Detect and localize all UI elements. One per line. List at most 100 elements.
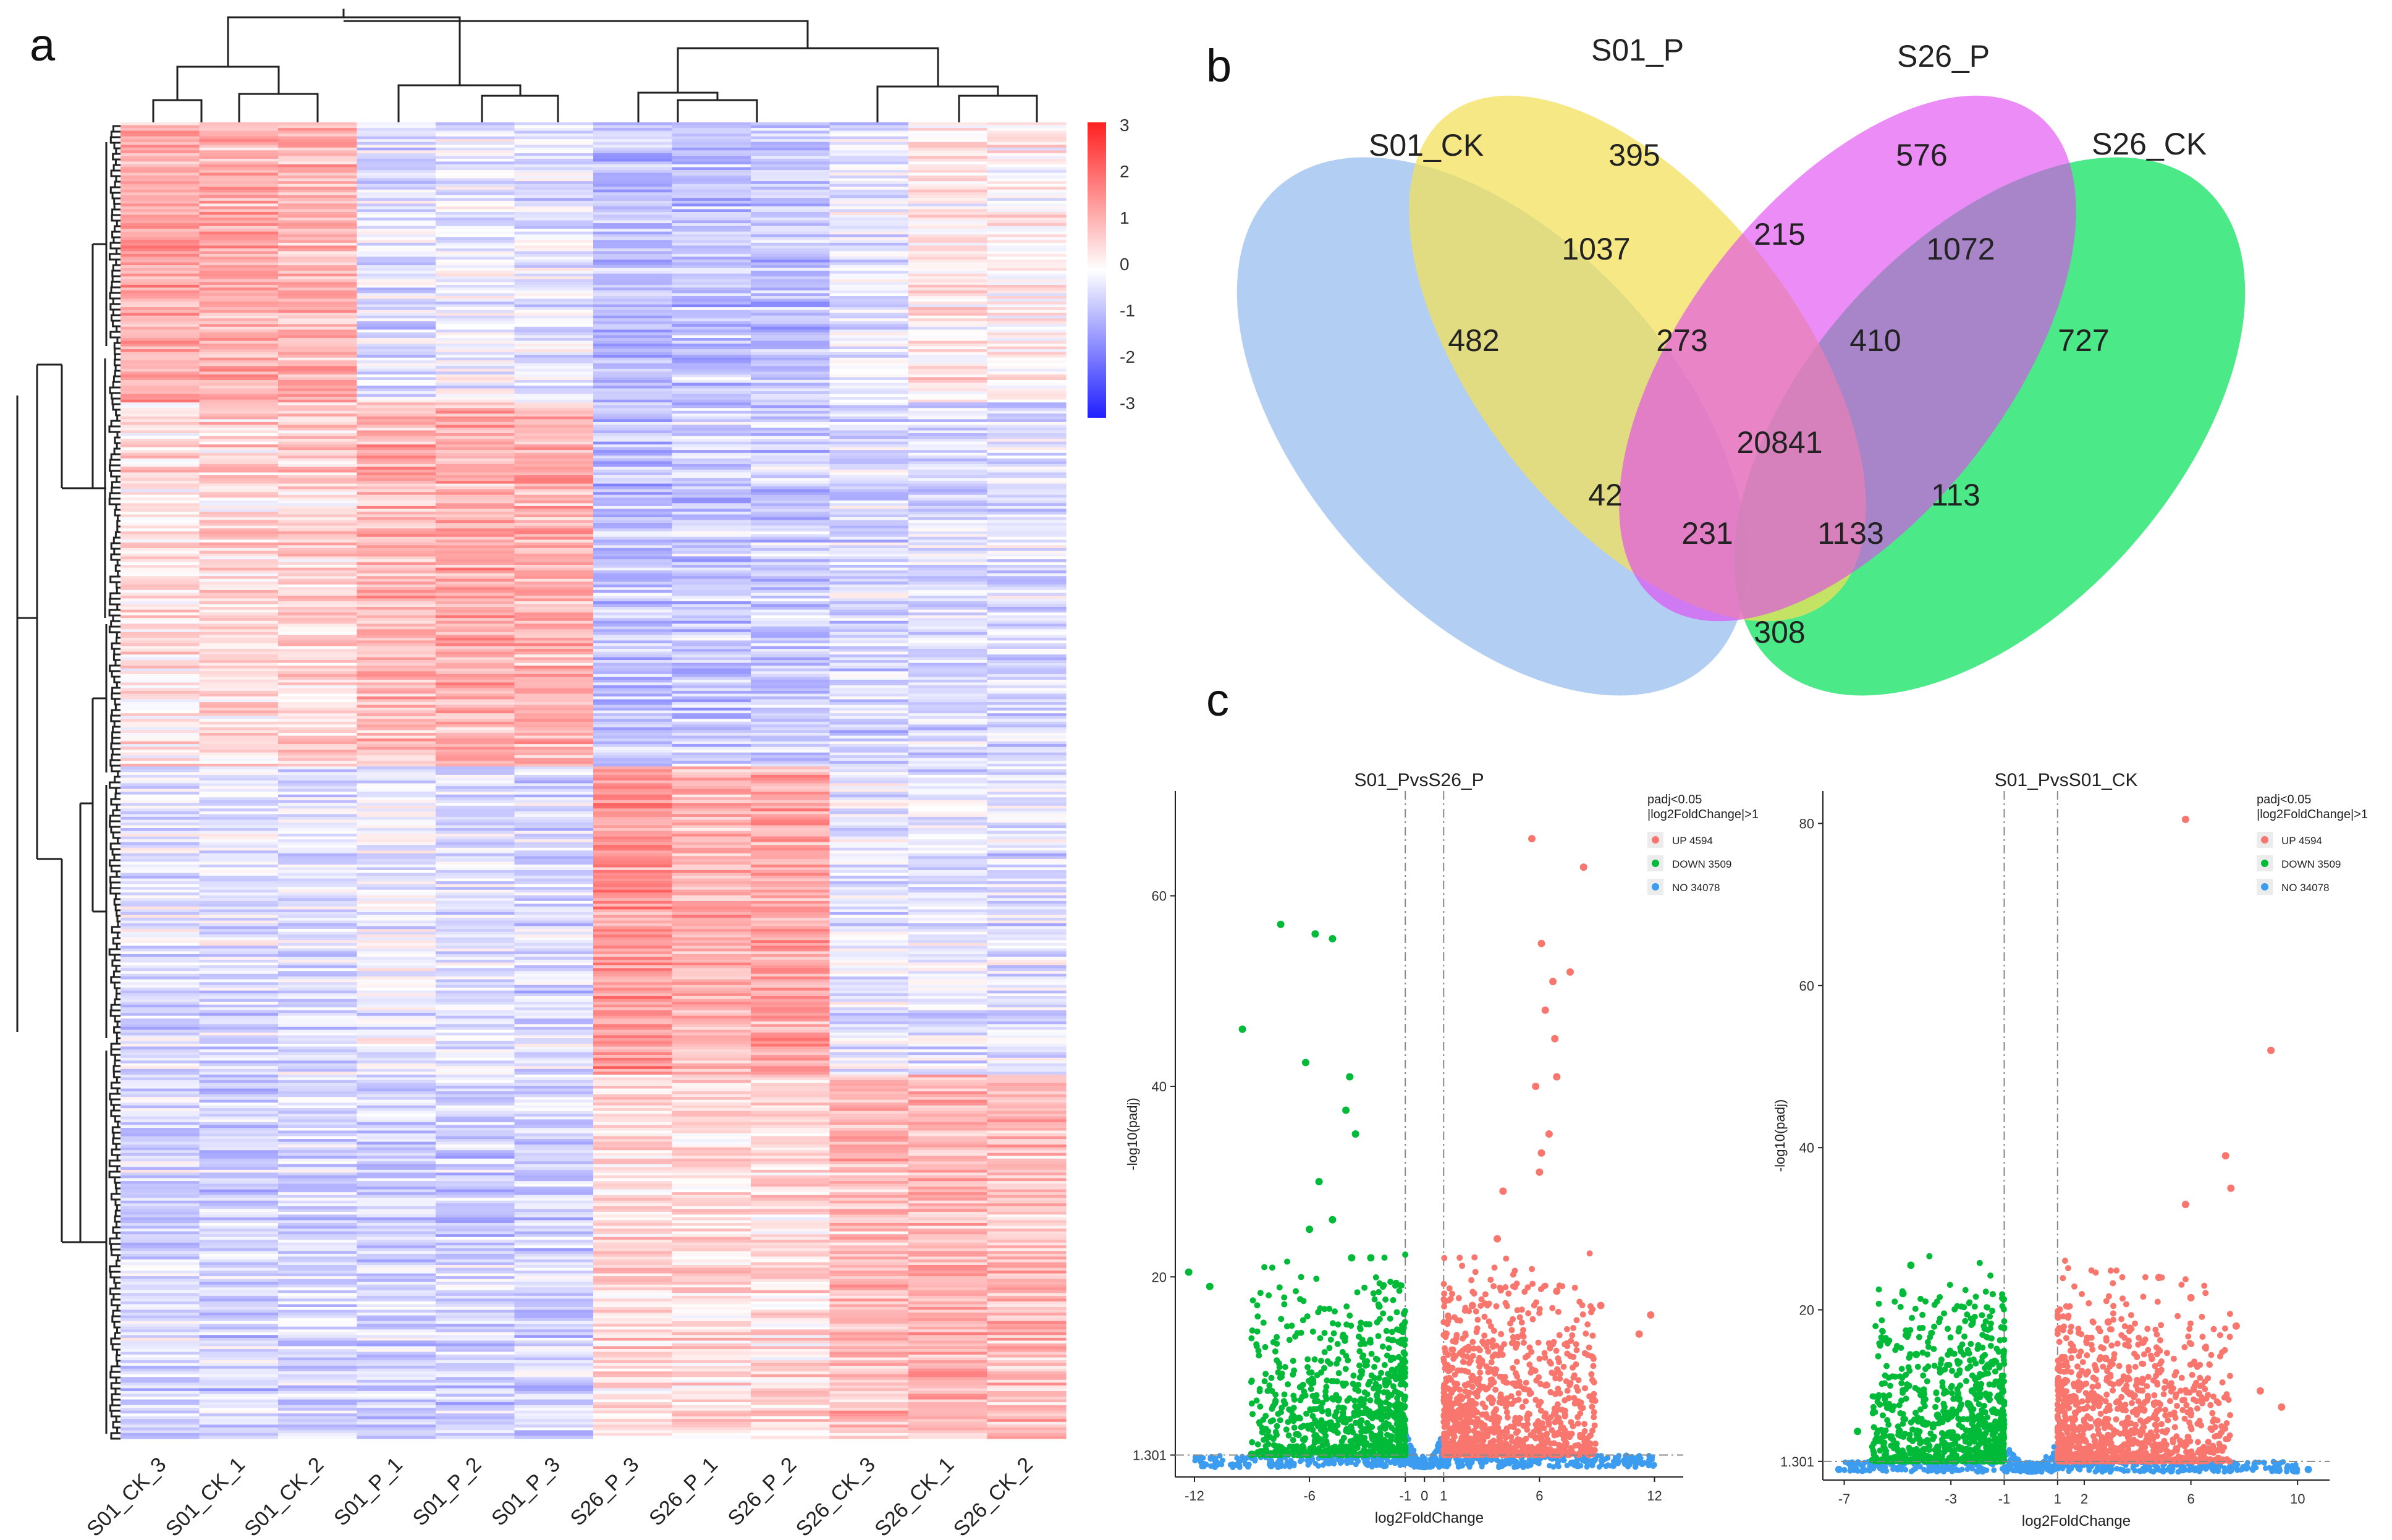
heatmap-cell bbox=[357, 629, 436, 633]
heatmap-cell bbox=[987, 366, 1067, 370]
heatmap-cell bbox=[751, 811, 830, 815]
heatmap-cell bbox=[987, 929, 1067, 933]
heatmap-cell bbox=[120, 192, 200, 196]
heatmap-cell bbox=[751, 624, 830, 627]
heatmap-cell bbox=[357, 1091, 436, 1095]
heatmap-cell bbox=[751, 198, 830, 201]
heatmap-cell bbox=[278, 1214, 358, 1218]
heatmap-cell bbox=[908, 290, 988, 294]
heatmap-cell bbox=[278, 870, 358, 874]
heatmap-cell bbox=[278, 397, 358, 400]
heatmap-cell bbox=[514, 539, 594, 543]
heatmap-cell bbox=[908, 279, 988, 282]
heatmap-cell bbox=[120, 909, 200, 913]
heatmap-cell bbox=[829, 1018, 909, 1022]
heatmap-cell bbox=[908, 506, 988, 510]
heatmap-cell bbox=[987, 688, 1067, 692]
heatmap-cell bbox=[672, 876, 751, 879]
heatmap-cell bbox=[199, 1223, 279, 1227]
heatmap-cell bbox=[357, 1108, 436, 1112]
heatmap-cell bbox=[199, 1049, 279, 1053]
heatmap-cell bbox=[829, 371, 909, 375]
heatmap-cell bbox=[436, 898, 515, 902]
heatmap-cell bbox=[120, 1200, 200, 1204]
heatmap-cell bbox=[357, 674, 436, 677]
heatmap-cell bbox=[829, 497, 909, 501]
heatmap-cell bbox=[436, 750, 515, 753]
heatmap-cell bbox=[278, 1164, 358, 1168]
heatmap-cell bbox=[987, 786, 1067, 790]
heatmap-cell bbox=[278, 612, 358, 616]
heatmap-cell bbox=[436, 178, 515, 182]
heatmap-cell bbox=[120, 766, 200, 770]
heatmap-cell bbox=[829, 1099, 909, 1103]
heatmap-cell bbox=[120, 1055, 200, 1059]
heatmap-cell bbox=[593, 786, 673, 790]
heatmap-cell bbox=[908, 1200, 988, 1204]
heatmap-cell bbox=[908, 786, 988, 790]
heatmap-cell bbox=[987, 226, 1067, 229]
heatmap-cell bbox=[436, 360, 515, 364]
heatmap-cell bbox=[829, 747, 909, 750]
heatmap-cell bbox=[829, 884, 909, 887]
heatmap-cell bbox=[357, 971, 436, 975]
heatmap-cell bbox=[436, 379, 515, 384]
heatmap-cell bbox=[120, 481, 200, 484]
heatmap-cell bbox=[199, 483, 279, 487]
heatmap-cell bbox=[278, 1032, 358, 1036]
heatmap-cell bbox=[436, 1187, 515, 1190]
heatmap-cell bbox=[436, 195, 515, 198]
heatmap-cell bbox=[751, 338, 830, 342]
heatmap-cell bbox=[199, 1150, 279, 1154]
heatmap-cell bbox=[829, 618, 909, 622]
heatmap-cell bbox=[436, 1198, 515, 1201]
heatmap-cell bbox=[199, 346, 279, 350]
heatmap-cell bbox=[120, 1099, 200, 1103]
heatmap-cell bbox=[908, 887, 988, 891]
heatmap-cell bbox=[672, 1007, 751, 1011]
heatmap-cell bbox=[514, 520, 594, 523]
heatmap-cell bbox=[199, 556, 279, 560]
heatmap-cell bbox=[278, 1276, 358, 1280]
heatmap-cell bbox=[278, 593, 358, 596]
heatmap-cell bbox=[987, 405, 1067, 408]
heatmap-cell bbox=[514, 346, 594, 350]
heatmap-cell bbox=[120, 455, 200, 459]
heatmap-cell bbox=[120, 539, 200, 543]
heatmap-cell bbox=[120, 584, 200, 588]
heatmap-cell bbox=[514, 735, 594, 739]
heatmap-cell bbox=[514, 388, 594, 392]
heatmap-cell bbox=[199, 553, 279, 557]
heatmap-cell bbox=[514, 1004, 594, 1008]
heatmap-cell bbox=[278, 1200, 358, 1204]
heatmap-cell bbox=[120, 582, 200, 585]
heatmap-cell bbox=[278, 867, 358, 871]
heatmap-cell bbox=[357, 937, 436, 941]
heatmap-cell bbox=[593, 192, 673, 196]
heatmap-cell bbox=[357, 145, 436, 148]
heatmap-cell bbox=[514, 506, 594, 510]
heatmap-cell bbox=[199, 828, 279, 832]
heatmap-cell bbox=[829, 184, 909, 187]
heatmap-cell bbox=[436, 189, 515, 193]
heatmap-cell bbox=[672, 1245, 751, 1249]
heatmap-cell bbox=[199, 912, 279, 916]
heatmap-cell bbox=[829, 237, 909, 240]
heatmap-cell bbox=[908, 1183, 988, 1187]
heatmap-cell bbox=[829, 203, 909, 207]
heatmap-cell bbox=[436, 304, 515, 308]
heatmap-cell bbox=[987, 942, 1067, 947]
heatmap-cell bbox=[199, 122, 279, 126]
heatmap-cell bbox=[278, 489, 358, 493]
heatmap-cell bbox=[672, 500, 751, 504]
heatmap-cell bbox=[514, 268, 594, 271]
heatmap-cell bbox=[120, 769, 200, 773]
heatmap-cell bbox=[908, 368, 988, 372]
heatmap-cell bbox=[829, 1105, 909, 1109]
heatmap-cell bbox=[357, 769, 436, 773]
heatmap-cell bbox=[987, 662, 1067, 666]
heatmap-cell bbox=[278, 794, 358, 798]
heatmap-cell bbox=[199, 150, 279, 154]
heatmap-cell bbox=[751, 391, 830, 395]
heatmap-cell bbox=[672, 242, 751, 247]
